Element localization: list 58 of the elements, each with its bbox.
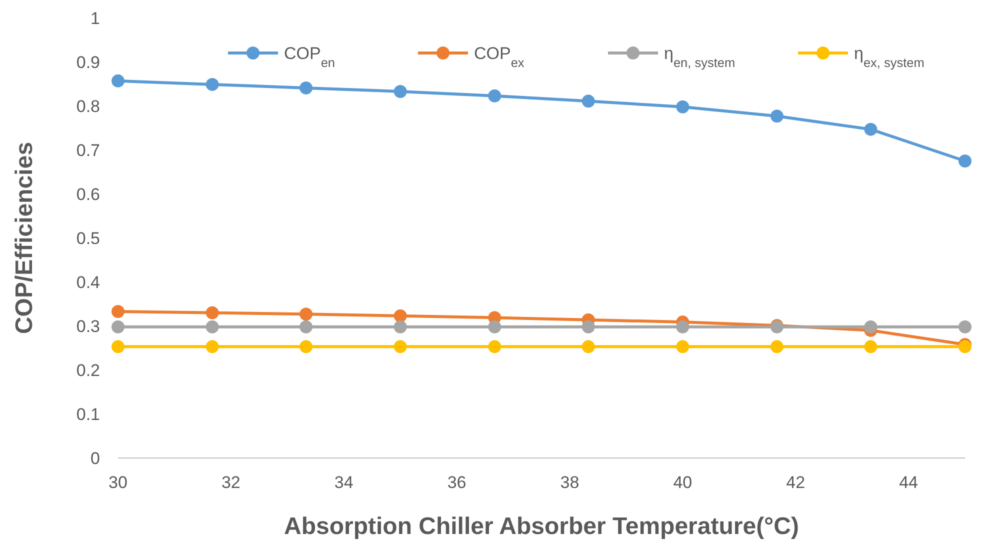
y-tick-label: 0.4 [76,272,100,292]
point [864,340,878,354]
y-tick-label: 0 [90,448,100,468]
point [864,320,878,334]
point [676,100,690,114]
legend-label: COP$_{en}$ [284,44,336,70]
point [770,110,784,123]
point [300,320,313,334]
y-tick-label: 0.2 [76,360,100,380]
point [112,340,124,354]
point [958,320,972,334]
point [582,320,595,334]
x-tick-label: 30 [108,473,128,492]
point [300,308,313,321]
y-tick-label: 0.3 [76,316,100,336]
point [958,154,972,168]
y-tick-label: 0.7 [76,140,100,160]
point [864,122,878,136]
x-tick-label: 36 [447,473,466,492]
point [488,320,502,334]
point [206,320,219,334]
x-tick-label: 44 [899,473,918,492]
point [488,340,502,354]
point [300,340,313,354]
x-tick-label: 42 [786,473,806,492]
point [112,74,124,88]
y-axis-title: COP/Efficiencies [11,142,38,334]
point [582,340,595,354]
x-tick-label: 34 [334,473,354,492]
point [206,306,219,320]
y-tick-label: 1 [90,8,100,28]
x-axis-title: Absorption Chiller Absorber Temperature(°C) [284,513,799,540]
point [394,320,407,334]
point [488,89,502,102]
point [676,340,690,354]
point [206,340,219,354]
point [770,340,784,354]
legend-label: η$_{ex, system}$ [854,44,924,70]
point [958,340,972,354]
point [300,81,313,94]
point [582,94,595,108]
legend-label: η$_{en, system}$ [664,44,736,70]
point [206,78,219,91]
y-tick-label: 0.1 [76,404,100,424]
point [676,320,690,334]
x-tick-label: 38 [560,473,580,492]
y-tick-label: 0.9 [76,52,100,72]
point [112,320,124,334]
legend-label: COP$_{ex}$ [474,44,525,70]
y-tick-label: 0.5 [76,228,100,248]
y-tick-label: 0.6 [76,184,100,204]
point [394,84,407,98]
x-tick-label: 40 [673,473,692,492]
point [394,309,407,322]
y-tick-label: 0.8 [76,96,100,116]
point [112,304,124,318]
point [394,340,407,354]
x-tick-label: 32 [221,473,240,492]
